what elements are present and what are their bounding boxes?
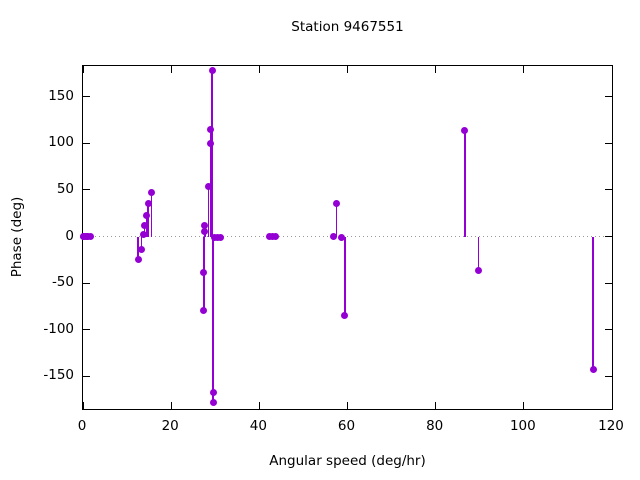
y-tick-label: -100 [43, 320, 74, 337]
impulse-line [147, 203, 149, 237]
x-tick-mark-top [170, 66, 172, 73]
data-point [338, 234, 346, 241]
y-tick-mark-right [605, 236, 612, 238]
data-point [332, 199, 340, 207]
impulse-line [137, 236, 139, 260]
y-tick-mark-right [605, 189, 612, 191]
y-tick-mark-right [605, 142, 612, 144]
y-tick-mark [83, 329, 90, 331]
y-tick-mark-right [605, 282, 612, 284]
data-point [589, 366, 597, 374]
zero-gridline [83, 236, 612, 238]
data-point [216, 234, 224, 241]
impulse-line [207, 186, 210, 237]
x-tick-mark [258, 402, 260, 409]
x-tick-mark-top [258, 66, 260, 73]
y-tick-label: 100 [48, 134, 74, 151]
x-tick-label: 0 [77, 418, 87, 434]
impulse-line [203, 236, 205, 273]
data-point [141, 221, 149, 229]
impulse-line [592, 236, 594, 370]
x-tick-mark-top [82, 66, 84, 73]
y-tick-mark [83, 189, 90, 191]
impulse-line [210, 143, 212, 237]
data-point [138, 246, 146, 254]
impulse-line [344, 236, 346, 316]
y-tick-label: 0 [65, 227, 74, 244]
x-tick-mark [347, 402, 348, 409]
y-tick-mark [83, 142, 90, 144]
x-tick-mark-top [523, 66, 525, 73]
data-point [461, 126, 469, 134]
chart-title: Station 9467551 [291, 19, 404, 35]
plot-area [79, 65, 613, 410]
y-tick-label: 150 [48, 87, 74, 104]
data-point [330, 233, 338, 241]
impulse-line [477, 236, 480, 271]
x-tick-label: 20 [161, 418, 179, 434]
x-tick-label: 80 [426, 418, 444, 434]
data-point [140, 231, 148, 239]
data-point [208, 67, 216, 75]
y-tick-mark [83, 282, 90, 284]
data-point [147, 189, 155, 197]
data-point [142, 211, 150, 219]
x-tick-mark [611, 402, 613, 409]
impulse-line [143, 225, 146, 237]
x-tick-mark-top [347, 66, 348, 73]
impulse-line [145, 215, 148, 237]
impulse-line [204, 225, 206, 237]
x-tick-label: 60 [337, 418, 356, 434]
data-point [200, 269, 208, 277]
y-tick-mark [83, 96, 90, 98]
data-point [86, 233, 94, 241]
y-tick-mark [83, 375, 90, 377]
x-tick-mark [435, 402, 437, 409]
x-tick-label: 120 [598, 418, 624, 434]
impulse-line [464, 130, 466, 237]
data-point [134, 256, 142, 264]
y-tick-label: -150 [43, 367, 74, 384]
x-tick-label: 100 [509, 418, 536, 434]
impulse-line [335, 203, 338, 237]
y-tick-label: 50 [56, 180, 74, 197]
data-point [207, 139, 215, 147]
impulse-line [211, 70, 213, 237]
data-point [271, 233, 279, 241]
x-axis-label: Angular speed (deg/hr) [269, 453, 426, 469]
y-tick-label: -50 [51, 274, 74, 291]
x-tick-mark-top [435, 66, 437, 73]
x-tick-mark-top [611, 66, 613, 73]
data-point [205, 182, 213, 190]
data-point [201, 221, 209, 229]
data-point [209, 398, 217, 406]
x-tick-mark [82, 402, 84, 409]
x-tick-label: 40 [249, 418, 267, 434]
x-tick-mark [170, 402, 172, 409]
x-tick-mark [523, 402, 525, 409]
data-point [200, 306, 208, 314]
y-tick-mark-right [605, 329, 612, 331]
impulse-line [140, 236, 143, 250]
data-point [474, 266, 482, 274]
impulse-line [150, 192, 153, 237]
data-point [206, 125, 214, 133]
y-tick-mark-right [605, 375, 612, 377]
impulse-line [212, 236, 214, 403]
data-point [341, 312, 349, 320]
y-tick-mark-right [605, 96, 612, 98]
data-point [144, 200, 152, 208]
